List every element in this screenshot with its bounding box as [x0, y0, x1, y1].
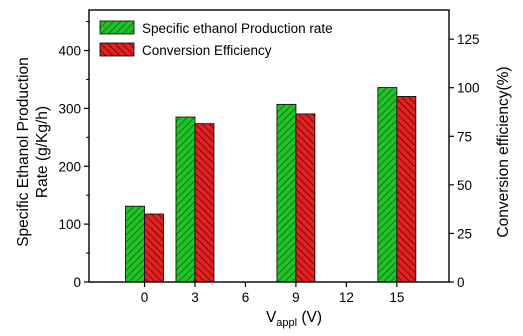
y-right-tick-label-125: 125 — [457, 32, 480, 47]
axes-layer: 0 3 6 9 12 15 0 100 200 300 400 0 25 50 75 100 125 — [58, 9, 480, 305]
bar-production-rate-0 — [125, 205, 145, 283]
x-tick-label-15: 15 — [389, 290, 404, 305]
legend-label-production-rate: Specific ethanol Production rate — [142, 21, 333, 36]
x-tick-label-3: 3 — [191, 290, 199, 305]
y-right-tick-label-100: 100 — [457, 81, 480, 96]
y-left-axis-title-line2: Rate (g/Kg/h) — [34, 106, 51, 198]
legend-swatch-conversion-efficiency — [99, 42, 135, 57]
legend-swatch-production-rate — [99, 20, 135, 35]
x-tick-label-0: 0 — [141, 290, 149, 305]
x-axis-title-subscript: appl — [276, 317, 297, 329]
bar-conversion-efficiency-0 — [144, 213, 164, 283]
bar-production-rate-3 — [175, 116, 196, 283]
x-tick-label-6: 6 — [242, 290, 250, 305]
y-right-axis-title: Conversion efficiency(%) — [495, 66, 512, 237]
bar-production-rate-9 — [276, 103, 297, 283]
y-left-tick-label-400: 400 — [58, 44, 81, 59]
legend: Specific ethanol Production rate Convers… — [99, 20, 333, 58]
x-tick-label-9: 9 — [292, 290, 300, 305]
y-left-axis-title-line1: Specific Ethanol Production — [15, 57, 32, 247]
y-left-tick-label-300: 300 — [58, 101, 81, 116]
y-right-tick-label-0: 0 — [457, 275, 465, 290]
bar-conversion-efficiency-3 — [194, 123, 215, 283]
y-left-tick-label-200: 200 — [58, 159, 81, 174]
y-left-tick-label-100: 100 — [58, 217, 81, 232]
y-left-tick-label-0: 0 — [73, 275, 81, 290]
x-axis-title: Vappl (V) — [266, 309, 322, 329]
bar-production-rate-15 — [377, 87, 398, 283]
x-axis-title-unit: (V) — [297, 309, 322, 326]
y-right-tick-label-50: 50 — [457, 178, 472, 193]
x-tick-label-12: 12 — [339, 290, 354, 305]
bars-layer — [125, 87, 417, 283]
y-right-tick-label-25: 25 — [457, 226, 472, 241]
legend-label-conversion-efficiency: Conversion Efficiency — [142, 43, 272, 58]
bar-conversion-efficiency-9 — [295, 113, 316, 283]
plot-frame — [88, 9, 450, 283]
bar-conversion-efficiency-15 — [396, 96, 417, 283]
x-axis-title-main: V — [266, 309, 277, 326]
y-right-tick-label-75: 75 — [457, 129, 472, 144]
